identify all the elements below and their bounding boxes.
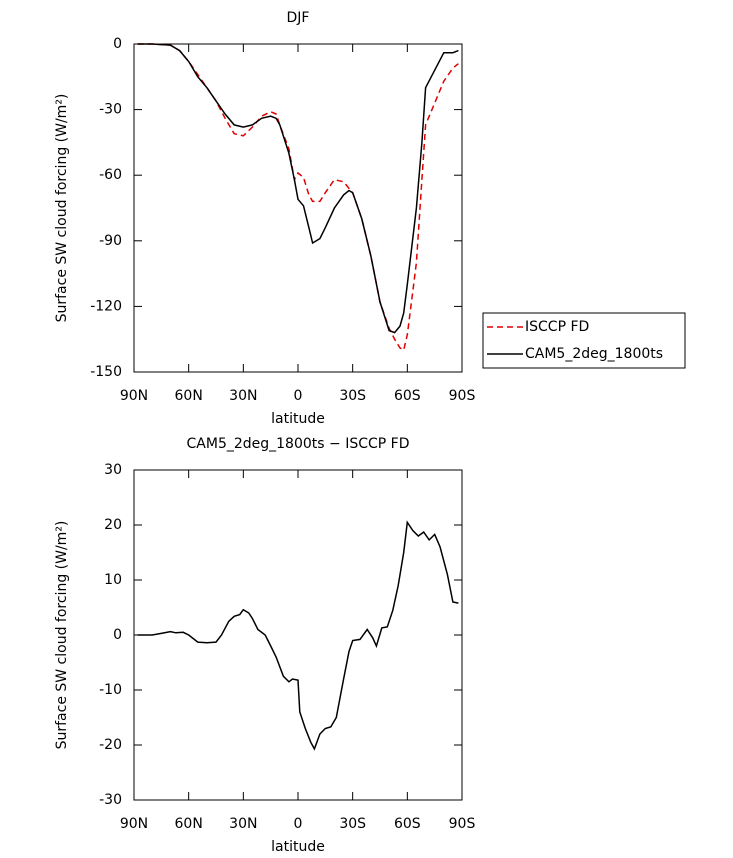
x-tick-label: 90S bbox=[449, 388, 476, 404]
y-tick-label: 0 bbox=[113, 36, 122, 52]
data-line bbox=[137, 520, 459, 751]
x-tick-label: 30S bbox=[339, 388, 366, 404]
y-tick-label: -90 bbox=[99, 233, 122, 249]
plot-frame bbox=[133, 469, 463, 801]
x-tick-label: 60S bbox=[394, 816, 421, 832]
x-axis-label: latitude bbox=[271, 411, 325, 427]
chart-title: CAM5_2deg_1800ts − ISCCP FD bbox=[187, 436, 410, 452]
y-tick-label: 10 bbox=[104, 572, 122, 588]
x-tick-label: 90S bbox=[449, 816, 476, 832]
x-tick-label: 60N bbox=[175, 388, 203, 404]
y-tick-label: -30 bbox=[99, 102, 122, 118]
x-tick-label: 90N bbox=[120, 816, 148, 832]
y-tick-label: -60 bbox=[99, 167, 122, 183]
y-axis-label: Surface SW cloud forcing (W/m²) bbox=[54, 94, 70, 323]
y-tick-label: -150 bbox=[90, 364, 122, 380]
x-tick-label: 30N bbox=[229, 816, 257, 832]
x-tick-label: 90N bbox=[120, 388, 148, 404]
legend-box bbox=[482, 312, 686, 369]
chart-title: DJF bbox=[287, 10, 310, 26]
y-tick-label: -120 bbox=[90, 298, 122, 314]
x-tick-label: 30S bbox=[339, 816, 366, 832]
data-line bbox=[137, 43, 459, 334]
y-axis-label: Surface SW cloud forcing (W/m²) bbox=[54, 521, 70, 750]
y-tick-label: -20 bbox=[99, 737, 122, 753]
y-tick-label: -30 bbox=[99, 792, 122, 808]
x-tick-label: 0 bbox=[294, 388, 303, 404]
x-tick-label: 0 bbox=[294, 816, 303, 832]
x-tick-label: 30N bbox=[229, 388, 257, 404]
x-tick-label: 60N bbox=[175, 816, 203, 832]
legend-label: CAM5_2deg_1800ts bbox=[525, 346, 663, 362]
y-tick-label: 30 bbox=[104, 462, 122, 478]
y-tick-label: 20 bbox=[104, 517, 122, 533]
legend-label: ISCCP FD bbox=[525, 319, 589, 335]
x-tick-label: 60S bbox=[394, 388, 421, 404]
plot-frame bbox=[133, 43, 463, 373]
y-tick-label: 0 bbox=[113, 627, 122, 643]
y-tick-label: -10 bbox=[99, 682, 122, 698]
x-axis-label: latitude bbox=[271, 839, 325, 855]
